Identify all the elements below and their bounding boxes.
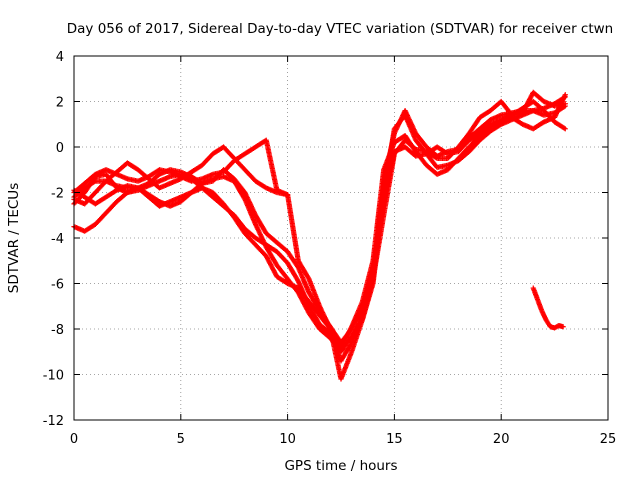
y-tick-label: 0 <box>56 141 64 156</box>
y-tick-label: 2 <box>56 96 64 111</box>
y-tick-label: -8 <box>51 323 64 338</box>
data-point <box>561 125 567 131</box>
data-point <box>433 155 439 161</box>
y-tick-label: -12 <box>43 414 64 429</box>
series-6 <box>71 137 291 198</box>
data-point <box>285 192 291 198</box>
series-5 <box>71 89 568 382</box>
data-point <box>562 126 568 132</box>
x-axis-ticks: 0 5 10 15 20 25 <box>70 56 616 447</box>
data-point <box>562 101 568 107</box>
y-tick-label: 4 <box>56 50 64 65</box>
data-point <box>560 324 566 330</box>
x-tick-label: 10 <box>279 432 296 447</box>
data-points <box>71 89 568 382</box>
x-tick-label: 25 <box>600 432 617 447</box>
x-tick-label: 0 <box>70 432 78 447</box>
data-point <box>562 92 568 98</box>
y-axis-ticks: -12 -10 -8 -6 -4 -2 0 2 4 <box>43 50 608 429</box>
series-3 <box>71 92 568 350</box>
x-tick-label: 20 <box>493 432 510 447</box>
y-tick-label: -10 <box>43 369 64 384</box>
series-7 <box>530 285 566 331</box>
x-tick-label: 5 <box>177 432 185 447</box>
y-tick-label: -6 <box>51 278 64 293</box>
y-axis-label: SDTVAR / TECUs <box>6 183 22 293</box>
x-axis-label: GPS time / hours <box>284 458 397 474</box>
x-tick-label: 15 <box>386 432 403 447</box>
y-tick-label: -2 <box>51 187 64 202</box>
y-tick-label: -4 <box>51 232 64 247</box>
chart-title: Day 056 of 2017, Sidereal Day-to-day VTE… <box>67 21 614 37</box>
